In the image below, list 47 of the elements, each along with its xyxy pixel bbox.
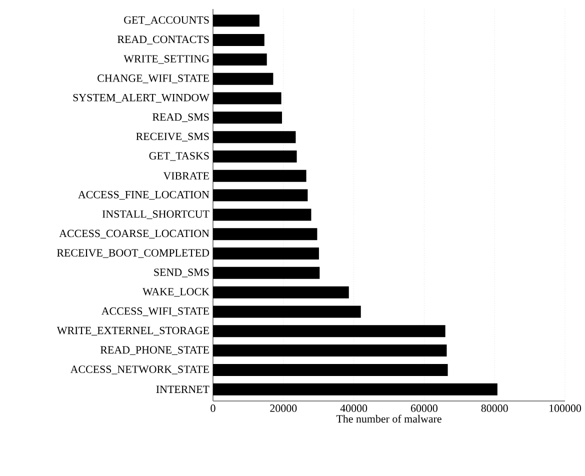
y-tick-label: GET_TASKS bbox=[149, 152, 209, 161]
y-tick-label: ACCESS_FINE_LOCATION bbox=[78, 190, 210, 200]
y-tick-label: CHANGE_WIFI_STATE bbox=[98, 74, 209, 84]
bar bbox=[213, 266, 320, 279]
bar bbox=[213, 92, 282, 104]
y-tick-label: ACCESS_COARSE_LOCATION bbox=[59, 230, 210, 238]
y-tick-label: SYSTEM_ALERT_WINDOW bbox=[73, 94, 210, 103]
bar bbox=[213, 364, 448, 376]
y-tick-label: RECEIVE_BOOT_COMPLETED bbox=[56, 249, 210, 258]
x-tick-label: 0 bbox=[210, 404, 216, 412]
y-tick-label: INTERNET bbox=[156, 386, 210, 393]
bar bbox=[213, 208, 312, 221]
x-tick-label: 60000 bbox=[410, 404, 438, 412]
bar bbox=[213, 344, 447, 357]
y-tick-label: WRITE_SETTING bbox=[124, 55, 210, 64]
bar bbox=[213, 286, 349, 298]
x-tick-label: 20000 bbox=[270, 404, 297, 412]
bar bbox=[213, 383, 498, 396]
bar bbox=[213, 306, 361, 318]
bar bbox=[213, 14, 260, 27]
bar bbox=[213, 325, 446, 338]
y-tick-label: READ_CONTACTS bbox=[118, 36, 209, 44]
y-tick-label: GET_ACCOUNTS bbox=[124, 16, 209, 25]
y-tick-label: ACCESS_WIFI_STATE bbox=[101, 307, 209, 316]
bar bbox=[213, 112, 282, 124]
bar bbox=[213, 150, 297, 162]
bar bbox=[213, 53, 267, 66]
x-tick-label: 80000 bbox=[481, 404, 508, 412]
x-axis-title: The number of malware bbox=[336, 414, 442, 423]
y-tick-label: READ_SMS bbox=[152, 113, 209, 122]
bar bbox=[213, 131, 296, 144]
y-tick-label: SEND_SMS bbox=[154, 268, 209, 278]
y-tick-label: READ_PHONE_STATE bbox=[100, 346, 209, 355]
bar bbox=[213, 34, 264, 46]
bar bbox=[213, 170, 306, 182]
x-tick-label: 40000 bbox=[340, 404, 368, 412]
y-tick-label: WAKE_LOCK bbox=[142, 288, 210, 297]
x-tick-label: 100000 bbox=[550, 404, 582, 412]
bar bbox=[213, 248, 319, 260]
y-tick-label: ACCESS_NETWORK_STATE bbox=[70, 366, 209, 374]
bar bbox=[213, 189, 308, 202]
y-tick-label: INSTALL_SHORTCUT bbox=[102, 210, 210, 220]
y-tick-label: VIBRATE bbox=[163, 172, 209, 180]
bar bbox=[213, 228, 318, 240]
y-tick-label: WRITE_EXTERNEL_STORAGE bbox=[56, 326, 209, 336]
bar bbox=[213, 72, 274, 85]
y-tick-label: RECEIVE_SMS bbox=[136, 132, 209, 142]
